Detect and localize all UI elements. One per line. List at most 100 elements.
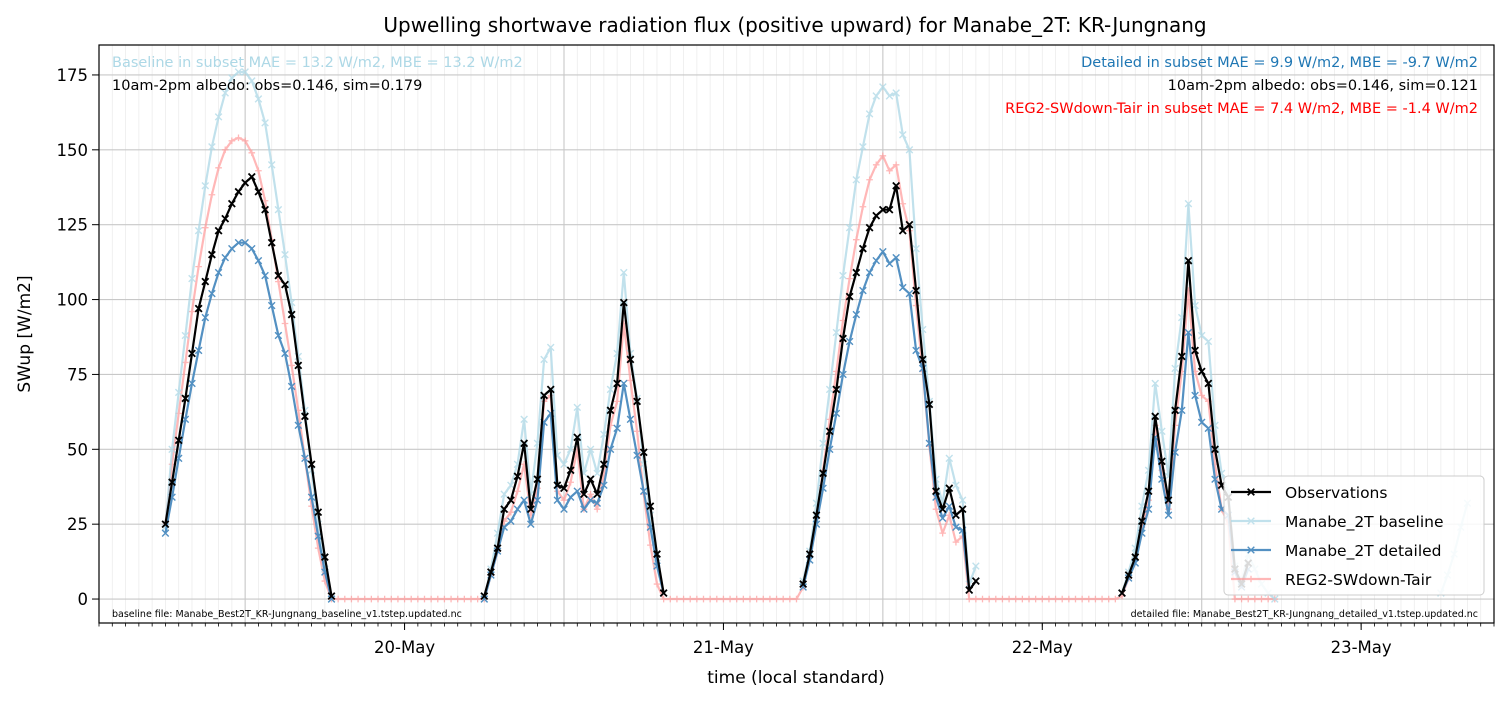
data-point-marker	[613, 424, 621, 433]
data-point-marker	[194, 346, 203, 355]
data-point-marker	[1197, 331, 1206, 340]
legend-label: Observations	[1285, 484, 1387, 502]
data-point-marker	[627, 377, 634, 384]
data-point-marker	[208, 191, 216, 199]
data-point-marker	[859, 286, 867, 295]
data-point-marker	[227, 199, 236, 208]
data-point-marker	[234, 238, 243, 247]
data-point-marker	[619, 379, 628, 388]
data-point-marker	[354, 595, 362, 603]
data-point-marker	[839, 370, 847, 379]
legend-entry	[1231, 517, 1271, 525]
data-point-marker	[560, 505, 568, 513]
data-point-marker	[181, 394, 190, 403]
data-point-marker	[208, 289, 216, 298]
data-point-marker	[1191, 346, 1200, 355]
data-point-marker	[573, 487, 582, 496]
data-point-marker	[234, 68, 243, 76]
data-point-marker	[513, 505, 522, 513]
data-point-marker	[301, 454, 309, 463]
data-point-marker	[593, 505, 601, 513]
data-point-marker	[753, 595, 760, 603]
data-point-marker	[314, 508, 323, 517]
data-point-marker	[327, 595, 336, 603]
data-point-marker	[567, 478, 574, 486]
data-point-marker	[235, 134, 242, 142]
data-point-marker	[852, 310, 861, 319]
data-point-marker	[872, 256, 881, 265]
data-point-marker	[533, 496, 542, 505]
y-tick-label: 50	[67, 440, 88, 459]
y-tick-label: 100	[57, 291, 89, 310]
data-point-marker	[254, 187, 263, 196]
data-point-marker	[480, 592, 489, 600]
data-point-marker	[593, 499, 602, 508]
data-point-marker	[866, 176, 873, 184]
data-point-marker	[261, 119, 269, 127]
data-point-marker	[228, 244, 236, 253]
data-point-marker	[194, 304, 203, 313]
data-point-marker	[965, 595, 973, 603]
data-point-marker	[1092, 595, 1099, 603]
data-point-marker	[174, 388, 183, 397]
data-point-marker	[414, 595, 422, 603]
data-point-marker	[852, 268, 861, 277]
data-point-marker	[626, 415, 635, 424]
data-point-marker	[898, 283, 907, 292]
data-point-marker	[759, 595, 767, 603]
data-point-marker	[1177, 352, 1186, 361]
legend-marker	[1247, 546, 1255, 554]
data-point-marker	[872, 211, 881, 220]
data-point-marker	[533, 475, 542, 484]
data-point-marker	[214, 268, 223, 277]
data-point-marker	[348, 595, 355, 603]
reg2-stats-annotation: REG2-SWdown-Tair in subset MAE = 7.4 W/m…	[1005, 101, 1478, 117]
data-point-marker	[194, 226, 203, 235]
data-point-marker	[639, 487, 648, 496]
data-point-marker	[846, 275, 853, 282]
legend-marker	[1247, 488, 1255, 496]
data-point-marker	[885, 259, 894, 268]
detailed-stats-annotation: Detailed in subset MAE = 9.9 W/m2, MBE =…	[1081, 55, 1478, 71]
x-tick-label: 21-May	[693, 638, 754, 657]
data-point-marker	[341, 595, 349, 603]
data-point-marker	[1231, 595, 1239, 603]
major-gridlines	[99, 45, 1494, 623]
data-point-marker	[912, 244, 920, 253]
data-point-marker	[939, 529, 946, 537]
data-point-marker	[267, 160, 276, 169]
data-point-marker	[852, 236, 860, 243]
data-point-marker	[1078, 595, 1086, 603]
data-point-marker	[646, 502, 655, 511]
data-point-marker	[174, 436, 183, 445]
legend-label: REG2-SWdown-Tair	[1285, 571, 1432, 589]
data-point-marker	[161, 529, 170, 537]
y-tick-label: 175	[57, 66, 89, 85]
data-point-marker	[746, 595, 754, 603]
data-point-marker	[587, 490, 594, 498]
data-point-marker	[514, 487, 521, 495]
data-point-marker	[899, 200, 907, 208]
data-point-marker	[945, 484, 954, 493]
data-point-marker	[606, 406, 615, 415]
data-point-marker	[241, 238, 249, 247]
data-point-marker	[825, 427, 834, 436]
data-point-marker	[912, 346, 920, 355]
legend-entry	[1231, 575, 1271, 583]
data-point-marker	[1058, 595, 1066, 603]
data-point-marker	[261, 205, 270, 214]
data-point-marker	[958, 505, 967, 514]
data-point-marker	[1052, 595, 1059, 603]
data-point-marker	[825, 385, 834, 394]
data-point-marker	[1065, 595, 1073, 603]
legend-marker	[1247, 517, 1255, 525]
data-point-marker	[673, 595, 681, 603]
data-point-marker	[1151, 412, 1160, 421]
data-point-marker	[999, 595, 1006, 603]
data-point-marker	[181, 331, 190, 340]
data-point-marker	[972, 562, 980, 570]
annotations: Baseline in subset MAE = 13.2 W/m2, MBE …	[112, 55, 1478, 620]
data-point-marker	[619, 298, 628, 307]
data-point-marker	[274, 331, 283, 340]
data-point-marker	[221, 253, 230, 262]
